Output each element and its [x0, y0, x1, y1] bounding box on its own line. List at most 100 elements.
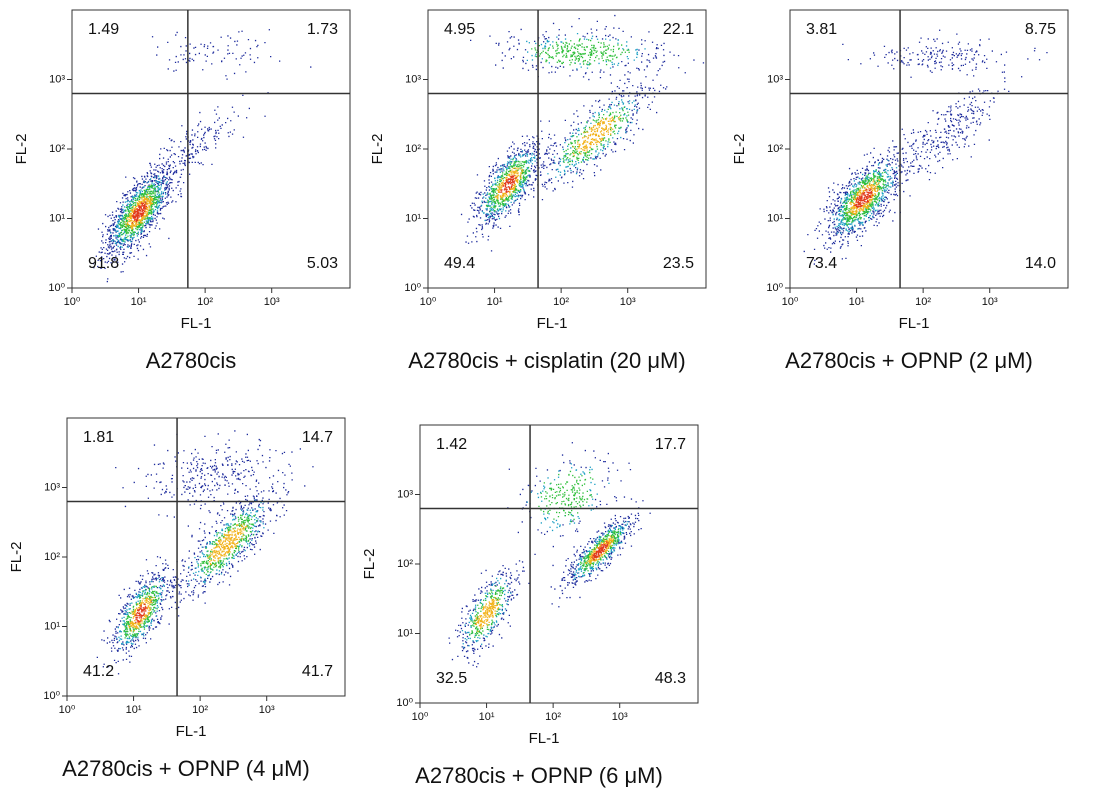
x-tick-label: 10³ [264, 296, 280, 308]
y-axis-label: FL-2 [731, 134, 748, 165]
y-tick-label: 10² [405, 143, 421, 155]
quadrant-value: 3.81 [806, 21, 837, 38]
x-tick-label: 10⁰ [412, 711, 429, 723]
x-tick-label: 10² [545, 711, 561, 723]
dots [109, 175, 168, 248]
y-axis-label: FL-2 [8, 542, 25, 573]
x-tick-label: 10¹ [479, 711, 495, 723]
panel-title: A2780cis + OPNP (6 μM) [415, 763, 663, 788]
quadrant-value: 5.03 [307, 255, 338, 272]
dots [591, 541, 609, 561]
x-tick-label: 10⁰ [420, 296, 437, 308]
y-tick-label: 10¹ [405, 212, 421, 224]
x-axis-label: FL-1 [899, 315, 930, 332]
y-tick-label: 10⁰ [43, 690, 60, 702]
dots [131, 201, 148, 224]
y-tick-label: 10² [397, 558, 413, 570]
quadrant-value: 91.8 [88, 255, 119, 272]
dots [803, 29, 1048, 265]
quadrant-value: 48.3 [655, 670, 686, 687]
x-tick-label: 10⁰ [64, 296, 81, 308]
y-tick-label: 10⁰ [396, 697, 413, 709]
dots [448, 442, 651, 668]
y-tick-label: 10⁰ [404, 282, 421, 294]
x-tick-label: 10⁰ [59, 704, 76, 716]
quadrant-value: 41.2 [83, 663, 114, 680]
x-tick-label: 10² [197, 296, 213, 308]
dots [118, 184, 161, 242]
y-tick-label: 10² [49, 143, 65, 155]
density-cloud [92, 29, 312, 283]
y-tick-label: 10² [767, 143, 783, 155]
y-tick-label: 10³ [767, 73, 783, 85]
dots [485, 38, 630, 212]
panel-title: A2780cis + OPNP (2 μM) [785, 348, 1033, 373]
y-tick-label: 10² [44, 551, 60, 563]
panel: 10⁰ 10¹ 10² 10³ 10⁰ 10¹ 10² 10³ 3.81 8.75 73.4 14.0… [731, 9, 1069, 373]
x-tick-label: 10³ [620, 296, 636, 308]
y-axis-label: FL-2 [361, 549, 378, 580]
y-tick-label: 10³ [405, 73, 421, 85]
dots [840, 169, 889, 226]
y-tick-label: 10¹ [397, 627, 413, 639]
density-cloud [460, 14, 705, 252]
quadrant-value: 4.95 [444, 21, 475, 38]
quadrant-value: 32.5 [436, 670, 467, 687]
dots [128, 523, 248, 632]
x-axis-label: FL-1 [176, 723, 207, 740]
density-cloud [803, 29, 1048, 265]
y-tick-label: 10³ [397, 488, 413, 500]
x-tick-label: 10⁰ [782, 296, 799, 308]
panel: 10⁰ 10¹ 10² 10³ 10⁰ 10¹ 10² 10³ 1.42 17.7 32.5 48.3… [361, 424, 699, 788]
density-cloud [448, 442, 651, 668]
plot-frame [419, 424, 699, 704]
quadrant-value: 17.7 [655, 436, 686, 453]
y-tick-label: 10¹ [44, 620, 60, 632]
dots [846, 179, 881, 216]
x-tick-label: 10³ [982, 296, 998, 308]
quadrant-value: 49.4 [444, 255, 475, 272]
x-tick-label: 10¹ [126, 704, 142, 716]
panel-title: A2780cis + cisplatin (20 μM) [408, 348, 685, 373]
dots [124, 194, 154, 230]
quadrant-value: 22.1 [663, 21, 694, 38]
quadrant-value: 14.7 [302, 429, 333, 446]
panel: 10⁰ 10¹ 10² 10³ 10⁰ 10¹ 10² 10³ 1.81 14.7 41.2 41.7… [8, 417, 346, 781]
y-axis-label: FL-2 [13, 134, 30, 165]
panel: 10⁰ 10¹ 10² 10³ 10⁰ 10¹ 10² 10³ 1.49 1.73 91.8 5.03… [13, 9, 351, 373]
x-tick-label: 10¹ [131, 296, 147, 308]
dots [96, 430, 314, 675]
quadrant-value: 1.73 [307, 21, 338, 38]
panel-title: A2780cis [146, 348, 237, 373]
dots [92, 29, 312, 283]
y-tick-label: 10¹ [49, 212, 65, 224]
y-tick-label: 10⁰ [48, 282, 65, 294]
x-tick-label: 10³ [259, 704, 275, 716]
y-tick-label: 10¹ [767, 212, 783, 224]
dots [832, 159, 898, 234]
quadrant-value: 73.4 [806, 255, 837, 272]
quadrant-value: 1.42 [436, 436, 467, 453]
quadrant-value: 1.81 [83, 429, 114, 446]
dots [460, 14, 705, 252]
x-tick-label: 10¹ [849, 296, 865, 308]
y-tick-label: 10³ [49, 73, 65, 85]
y-axis-label: FL-2 [369, 134, 386, 165]
plot-frame [789, 9, 1069, 289]
dots [469, 470, 621, 638]
dots [135, 603, 148, 623]
x-tick-label: 10² [915, 296, 931, 308]
dots [853, 188, 874, 209]
quadrant-value: 1.49 [88, 21, 119, 38]
quadrant-value: 23.5 [663, 255, 694, 272]
x-tick-label: 10² [192, 704, 208, 716]
quadrant-value: 14.0 [1025, 255, 1056, 272]
dots [461, 463, 629, 648]
dots [474, 535, 615, 632]
panel: 10⁰ 10¹ 10² 10³ 10⁰ 10¹ 10² 10³ 4.95 22.1 49.4 23.5… [369, 9, 707, 373]
x-tick-label: 10¹ [487, 296, 503, 308]
density-cloud [96, 430, 314, 675]
x-axis-label: FL-1 [537, 315, 568, 332]
x-tick-label: 10² [553, 296, 569, 308]
